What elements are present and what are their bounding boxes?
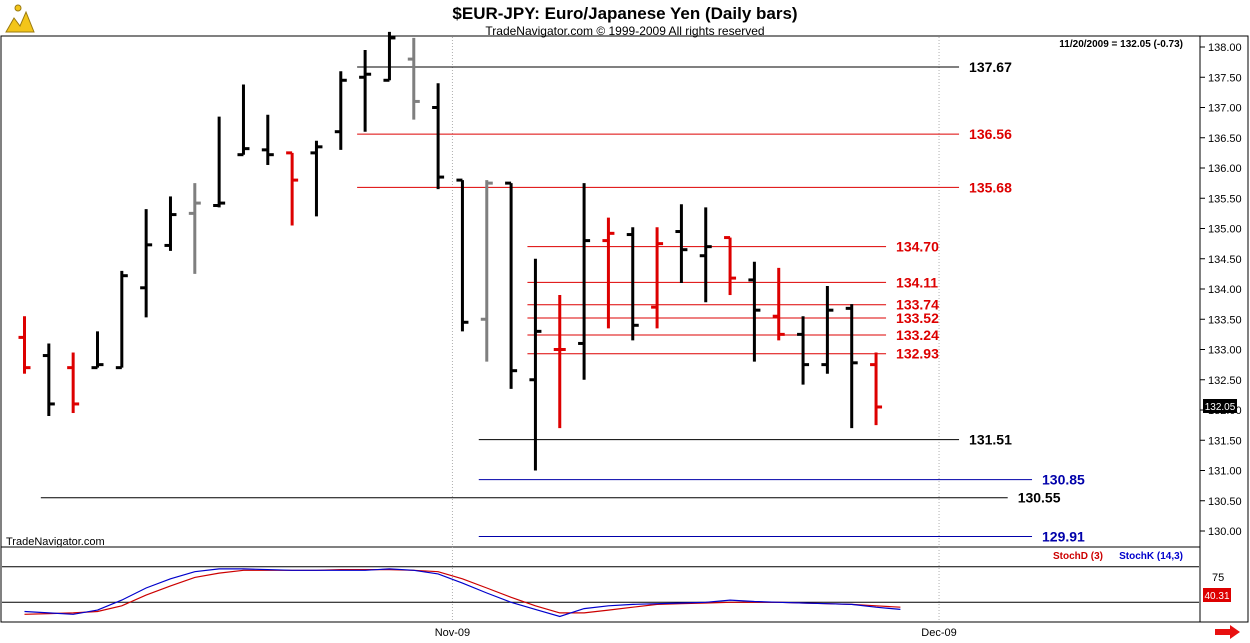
level-label: 136.56 (969, 126, 1012, 142)
level-label: 129.91 (1042, 528, 1085, 544)
price-panel-frame (0, 35, 1201, 548)
level-label: 132.93 (896, 346, 939, 362)
scroll-right-button[interactable] (1213, 624, 1243, 641)
levels-layer: 137.67136.56135.68134.70134.11133.74133.… (40, 59, 1085, 544)
arrow-right-icon (1215, 625, 1240, 639)
y-tick-label: 131.50 (1208, 435, 1242, 447)
y-tick-label: 134.50 (1208, 254, 1242, 266)
last-quote-label: 11/20/2009 = 132.05 (-0.73) (1059, 39, 1183, 50)
logo-dot (14, 4, 22, 12)
grid-layer (451, 37, 940, 621)
level-label: 133.52 (896, 310, 939, 326)
level-label: 130.55 (1018, 490, 1061, 506)
price-axis-frame (1199, 35, 1249, 623)
watermark: TradeNavigator.com (6, 536, 105, 548)
stoch-d-line (24, 568, 901, 615)
stoch-tag: 40.31 (1204, 591, 1229, 602)
y-tick-label: 130.00 (1208, 526, 1242, 538)
y-tick-label: 136.50 (1208, 133, 1242, 145)
price-axis: 130.00130.50131.00131.50132.00132.50133.… (1200, 42, 1242, 538)
level-label: 131.51 (969, 432, 1012, 448)
stoch-tag-box (1203, 588, 1231, 602)
level-label: 130.85 (1042, 472, 1085, 488)
level-label: 133.24 (896, 327, 939, 343)
x-axis: Nov-09 Dec-09 (435, 627, 957, 639)
y-tick-label: 136.00 (1208, 163, 1242, 175)
stochastic-panel (2, 566, 1199, 618)
level-label: 134.11 (896, 274, 938, 290)
stoch-k-label: StochK (14,3) (1119, 551, 1183, 562)
logo[interactable] (2, 2, 36, 36)
y-tick-label: 132.50 (1208, 375, 1242, 387)
x-tick-label: Nov-09 (435, 627, 470, 639)
y-tick-label: 134.00 (1208, 284, 1242, 296)
y-tick-label: 138.00 (1208, 42, 1242, 54)
stoch-d-label: StochD (3) (1053, 551, 1103, 562)
y-tick-label: 130.50 (1208, 496, 1242, 508)
chart-title: $EUR-JPY: Euro/Japanese Yen (Daily bars) (452, 4, 797, 23)
price-tag: 132.05 (1205, 402, 1236, 413)
logo-icon (5, 10, 35, 33)
y-tick-label: 133.00 (1208, 345, 1242, 357)
y-tick-label: 137.00 (1208, 103, 1242, 115)
y-tick-label: 137.50 (1208, 72, 1242, 84)
level-label: 134.70 (896, 239, 939, 255)
level-label: 137.67 (969, 59, 1012, 75)
level-label: 133.74 (896, 297, 939, 313)
stoch-k-line (24, 568, 901, 618)
x-tick-label: Dec-09 (921, 627, 956, 639)
y-tick-label: 135.50 (1208, 193, 1242, 205)
level-label: 135.68 (969, 179, 1012, 195)
price-tag-box (1203, 399, 1237, 413)
y-tick-label: 135.00 (1208, 224, 1242, 236)
chart-subtitle: TradeNavigator.com © 1999-2009 All right… (485, 24, 764, 38)
y-tick-label: 131.00 (1208, 466, 1242, 478)
stoch-level-label: 75 (1212, 572, 1224, 584)
bars-layer[interactable] (18, 31, 883, 471)
y-tick-label: 133.50 (1208, 314, 1242, 326)
